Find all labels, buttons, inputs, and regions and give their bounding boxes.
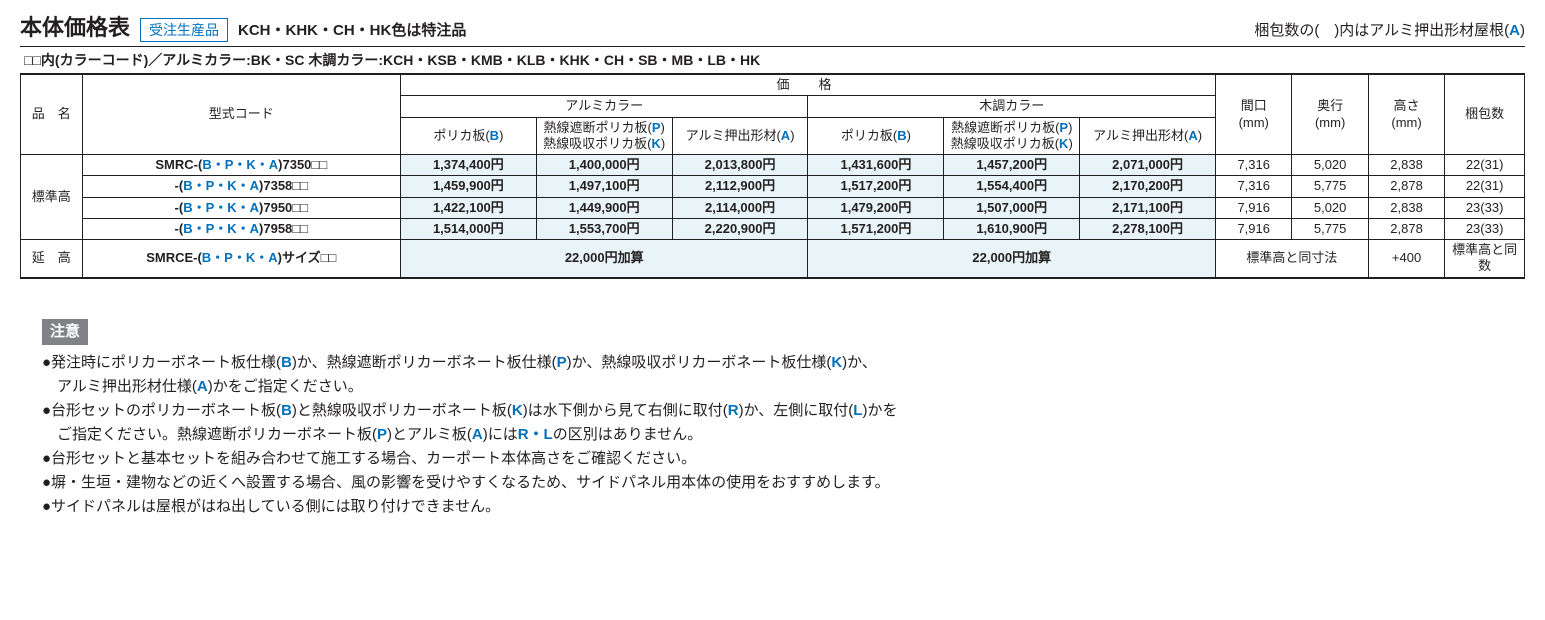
dim-cell: 5,020: [1292, 155, 1368, 176]
dim-cell: 7,316: [1216, 176, 1292, 197]
dim-cell: 7,316: [1216, 155, 1292, 176]
table-row: -(B・P・K・A)7358□□1,459,900円1,497,100円2,11…: [21, 176, 1525, 197]
col-al-polyca: ポリカ板(B): [400, 117, 536, 155]
note-line: ●塀・生垣・建物などの近くへ設置する場合、風の影響を受けやすくなるため、サイドパ…: [42, 471, 1525, 495]
header-right-note: 梱包数の( )内はアルミ押出形材屋根(A): [1254, 19, 1525, 40]
pack-cell: 22(31): [1445, 155, 1525, 176]
price-cell: 1,514,000円: [400, 218, 536, 239]
pack-cell: 22(31): [1445, 176, 1525, 197]
subheader: □□内(カラーコード)／アルミカラー:BK・SC 木調カラー:KCH・KSB・K…: [20, 46, 1525, 74]
price-cell: 2,220,900円: [672, 218, 808, 239]
model-code: -(B・P・K・A)7950□□: [82, 197, 400, 218]
col-okuyuki: 奥行(mm): [1292, 75, 1368, 155]
dim-cell: 7,916: [1216, 197, 1292, 218]
dim-cell: 2,838: [1368, 197, 1444, 218]
col-model: 型式コード: [82, 75, 400, 155]
price-cell: 2,112,900円: [672, 176, 808, 197]
table-row: -(B・P・K・A)7950□□1,422,100円1,449,900円2,11…: [21, 197, 1525, 218]
price-cell: 1,374,400円: [400, 155, 536, 176]
col-al-ext: アルミ押出形材(A): [672, 117, 808, 155]
price-cell: 2,013,800円: [672, 155, 808, 176]
note-line: ●台形セットのポリカーボネート板(B)と熱線吸収ポリカーボネート板(K)は水下側…: [42, 399, 1525, 423]
price-cell: 1,610,900円: [944, 218, 1080, 239]
price-cell: 1,571,200円: [808, 218, 944, 239]
col-wd-heat: 熱線遮断ポリカ板(P)熱線吸収ポリカ板(K): [944, 117, 1080, 155]
page-title: 本体価格表: [20, 10, 130, 42]
price-cell: 2,170,200円: [1080, 176, 1216, 197]
row-label-ext: 延 高: [21, 240, 83, 278]
price-cell: 2,114,000円: [672, 197, 808, 218]
price-cell: 1,431,600円: [808, 155, 944, 176]
price-cell: 1,517,200円: [808, 176, 944, 197]
order-badge: 受注生産品: [140, 18, 228, 42]
notes-body: ●発注時にポリカーボネート板仕様(B)か、熱線遮断ポリカーボネート板仕様(P)か…: [42, 351, 1525, 519]
row-label-std: 標準高: [21, 155, 83, 240]
pack-cell: 23(33): [1445, 218, 1525, 239]
price-cell: 1,479,200円: [808, 197, 944, 218]
price-cell: 1,554,400円: [944, 176, 1080, 197]
dim-cell: 5,020: [1292, 197, 1368, 218]
header-note: KCH・KHK・CH・HK色は特注品: [238, 19, 466, 40]
notes-section: 注意 ●発注時にポリカーボネート板仕様(B)か、熱線遮断ポリカーボネート板仕様(…: [20, 319, 1525, 519]
ext-pack-note: 標準高と同数: [1445, 240, 1525, 278]
ext-add-price-wd: 22,000円加算: [808, 240, 1216, 278]
col-al-heat: 熱線遮断ポリカ板(P)熱線吸収ポリカ板(K): [536, 117, 672, 155]
note-line: ●発注時にポリカーボネート板仕様(B)か、熱線遮断ポリカーボネート板仕様(P)か…: [42, 351, 1525, 375]
model-code: -(B・P・K・A)7358□□: [82, 176, 400, 197]
dim-cell: 2,838: [1368, 155, 1444, 176]
col-product: 品 名: [21, 75, 83, 155]
col-pack: 梱包数: [1445, 75, 1525, 155]
col-takasa: 高さ(mm): [1368, 75, 1444, 155]
dim-cell: 2,878: [1368, 218, 1444, 239]
table-row: 標準高SMRC-(B・P・K・A)7350□□1,374,400円1,400,0…: [21, 155, 1525, 176]
model-code-ext: SMRCE-(B・P・K・A)サイズ□□: [82, 240, 400, 278]
ext-dim-note: 標準高と同寸法: [1216, 240, 1369, 278]
dim-cell: 2,878: [1368, 176, 1444, 197]
price-cell: 1,457,200円: [944, 155, 1080, 176]
ext-add-price-al: 22,000円加算: [400, 240, 808, 278]
col-wd-ext: アルミ押出形材(A): [1080, 117, 1216, 155]
price-cell: 1,400,000円: [536, 155, 672, 176]
price-table: 品 名 型式コード 価 格 間口(mm) 奥行(mm) 高さ(mm) 梱包数 ア…: [20, 74, 1525, 279]
header-row: 本体価格表 受注生産品 KCH・KHK・CH・HK色は特注品 梱包数の( )内は…: [20, 10, 1525, 42]
note-line: ご指定ください。熱線遮断ポリカーボネート板(P)とアルミ板(A)にはR・Lの区別…: [42, 423, 1525, 447]
ext-height-add: +400: [1368, 240, 1444, 278]
dim-cell: 5,775: [1292, 218, 1368, 239]
price-cell: 1,507,000円: [944, 197, 1080, 218]
col-wd-polyca: ポリカ板(B): [808, 117, 944, 155]
pack-cell: 23(33): [1445, 197, 1525, 218]
price-cell: 2,278,100円: [1080, 218, 1216, 239]
model-code: -(B・P・K・A)7958□□: [82, 218, 400, 239]
price-cell: 1,553,700円: [536, 218, 672, 239]
note-line: ●サイドパネルは屋根がはね出している側には取り付けできません。: [42, 495, 1525, 519]
model-code: SMRC-(B・P・K・A)7350□□: [82, 155, 400, 176]
col-price: 価 格: [400, 75, 1215, 96]
price-cell: 1,449,900円: [536, 197, 672, 218]
price-cell: 1,422,100円: [400, 197, 536, 218]
price-cell: 1,497,100円: [536, 176, 672, 197]
col-maguchi: 間口(mm): [1216, 75, 1292, 155]
note-line: ●台形セットと基本セットを組み合わせて施工する場合、カーポート本体高さをご確認く…: [42, 447, 1525, 471]
price-cell: 1,459,900円: [400, 176, 536, 197]
notes-badge: 注意: [42, 319, 88, 345]
table-row-ext: 延 高SMRCE-(B・P・K・A)サイズ□□22,000円加算22,000円加…: [21, 240, 1525, 278]
dim-cell: 5,775: [1292, 176, 1368, 197]
table-row: -(B・P・K・A)7958□□1,514,000円1,553,700円2,22…: [21, 218, 1525, 239]
price-cell: 2,171,100円: [1080, 197, 1216, 218]
dim-cell: 7,916: [1216, 218, 1292, 239]
price-cell: 2,071,000円: [1080, 155, 1216, 176]
col-aluminum: アルミカラー: [400, 96, 808, 117]
note-line: アルミ押出形材仕様(A)かをご指定ください。: [42, 375, 1525, 399]
col-wood: 木調カラー: [808, 96, 1216, 117]
